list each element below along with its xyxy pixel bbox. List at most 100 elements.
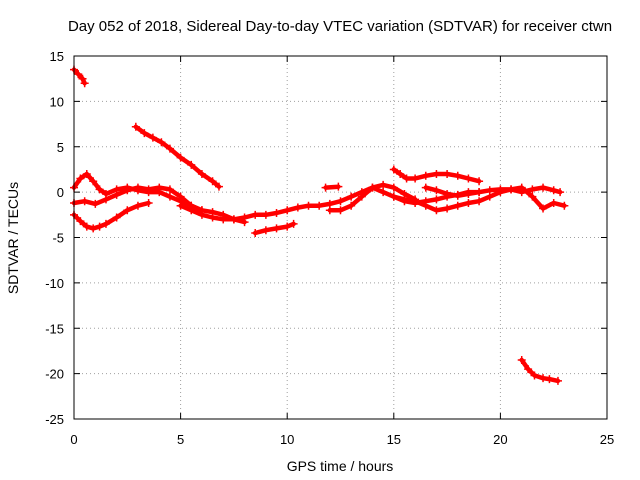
series-arc-2: [131, 122, 223, 191]
data-point: [539, 183, 548, 192]
y-tick-label: 5: [57, 140, 64, 155]
data-point: [140, 129, 149, 138]
data-point: [89, 224, 98, 233]
grid: [74, 56, 607, 419]
data-point: [123, 206, 132, 215]
data-point: [560, 201, 569, 210]
data-point: [485, 192, 494, 201]
data-point: [432, 195, 441, 204]
data-point: [208, 213, 217, 222]
y-tick-label: -25: [45, 412, 64, 427]
series-line: [71, 200, 151, 231]
data-point: [187, 160, 196, 169]
data-point: [389, 165, 398, 174]
data-point: [197, 210, 206, 219]
x-tick-label: 25: [600, 432, 614, 447]
data-point: [464, 199, 473, 208]
data-point: [289, 219, 298, 228]
data-point: [453, 201, 462, 210]
series-arc-1: [70, 65, 89, 88]
series-arc-13: [517, 356, 562, 385]
data-point: [396, 169, 405, 178]
data-point: [176, 192, 185, 201]
data-point: [80, 79, 89, 88]
data-point: [507, 185, 516, 194]
data-point: [187, 206, 196, 215]
data-point: [464, 189, 473, 198]
data-point: [91, 199, 100, 208]
data-point: [157, 138, 166, 147]
data-point: [336, 197, 345, 206]
data-point: [475, 177, 484, 186]
data-point: [321, 183, 330, 192]
data-point: [78, 74, 87, 83]
data-point: [144, 199, 153, 208]
data-point: [549, 199, 558, 208]
x-tick-label: 0: [70, 432, 77, 447]
data-point: [293, 203, 302, 212]
data-point: [539, 204, 548, 213]
y-tick-label: -20: [45, 367, 64, 382]
data-point: [214, 182, 223, 191]
data-point: [524, 365, 533, 374]
data-point: [453, 171, 462, 180]
data-point: [89, 177, 98, 186]
data-point: [112, 190, 121, 199]
chart-title: Day 052 of 2018, Sidereal Day-to-day VTE…: [68, 18, 612, 35]
data-point: [539, 374, 548, 383]
data-point: [379, 180, 388, 189]
data-point: [155, 183, 164, 192]
data-point: [379, 188, 388, 197]
series-arc-7: [251, 219, 298, 237]
data-point: [82, 169, 91, 178]
series-arc-10: [389, 183, 569, 215]
data-point: [272, 208, 281, 217]
x-tick-label: 15: [387, 432, 401, 447]
data-point: [530, 371, 539, 380]
data-point: [475, 188, 484, 197]
data-point: [443, 204, 452, 213]
data-point: [165, 185, 174, 194]
data-point: [528, 192, 537, 201]
y-tick-label: -15: [45, 321, 64, 336]
data-point: [165, 192, 174, 201]
data-point: [219, 215, 228, 224]
data-point: [336, 206, 345, 215]
data-point: [95, 185, 104, 194]
data-point: [283, 206, 292, 215]
data-point: [368, 183, 377, 192]
data-point: [261, 226, 270, 235]
data-series: [70, 65, 569, 385]
data-point: [347, 192, 356, 201]
data-point: [421, 183, 430, 192]
data-point: [272, 224, 281, 233]
data-point: [240, 213, 249, 222]
data-point: [325, 206, 334, 215]
series-arc-12: [325, 180, 420, 215]
data-point: [133, 201, 142, 210]
data-point: [74, 70, 83, 79]
data-point: [411, 174, 420, 183]
data-point: [464, 174, 473, 183]
data-point: [131, 122, 140, 131]
series-line: [391, 167, 482, 184]
data-point: [334, 182, 343, 191]
data-point: [432, 186, 441, 195]
y-tick-label: 15: [50, 49, 64, 64]
data-point: [283, 222, 292, 231]
series-arc-11: [421, 183, 484, 200]
data-point: [148, 133, 157, 142]
series-line: [133, 124, 222, 189]
series-arc-5: [70, 183, 206, 215]
axis-ticks: 15 10 5 0 -5 -10 -15 -20 -25 0 5 10 15 20 25: [45, 49, 614, 447]
data-point: [133, 183, 142, 192]
series-arc-8: [321, 182, 343, 192]
data-point: [315, 201, 324, 210]
data-point: [389, 183, 398, 192]
data-point: [553, 376, 562, 385]
data-point: [82, 222, 91, 231]
data-point: [453, 191, 462, 200]
data-point: [76, 174, 85, 183]
